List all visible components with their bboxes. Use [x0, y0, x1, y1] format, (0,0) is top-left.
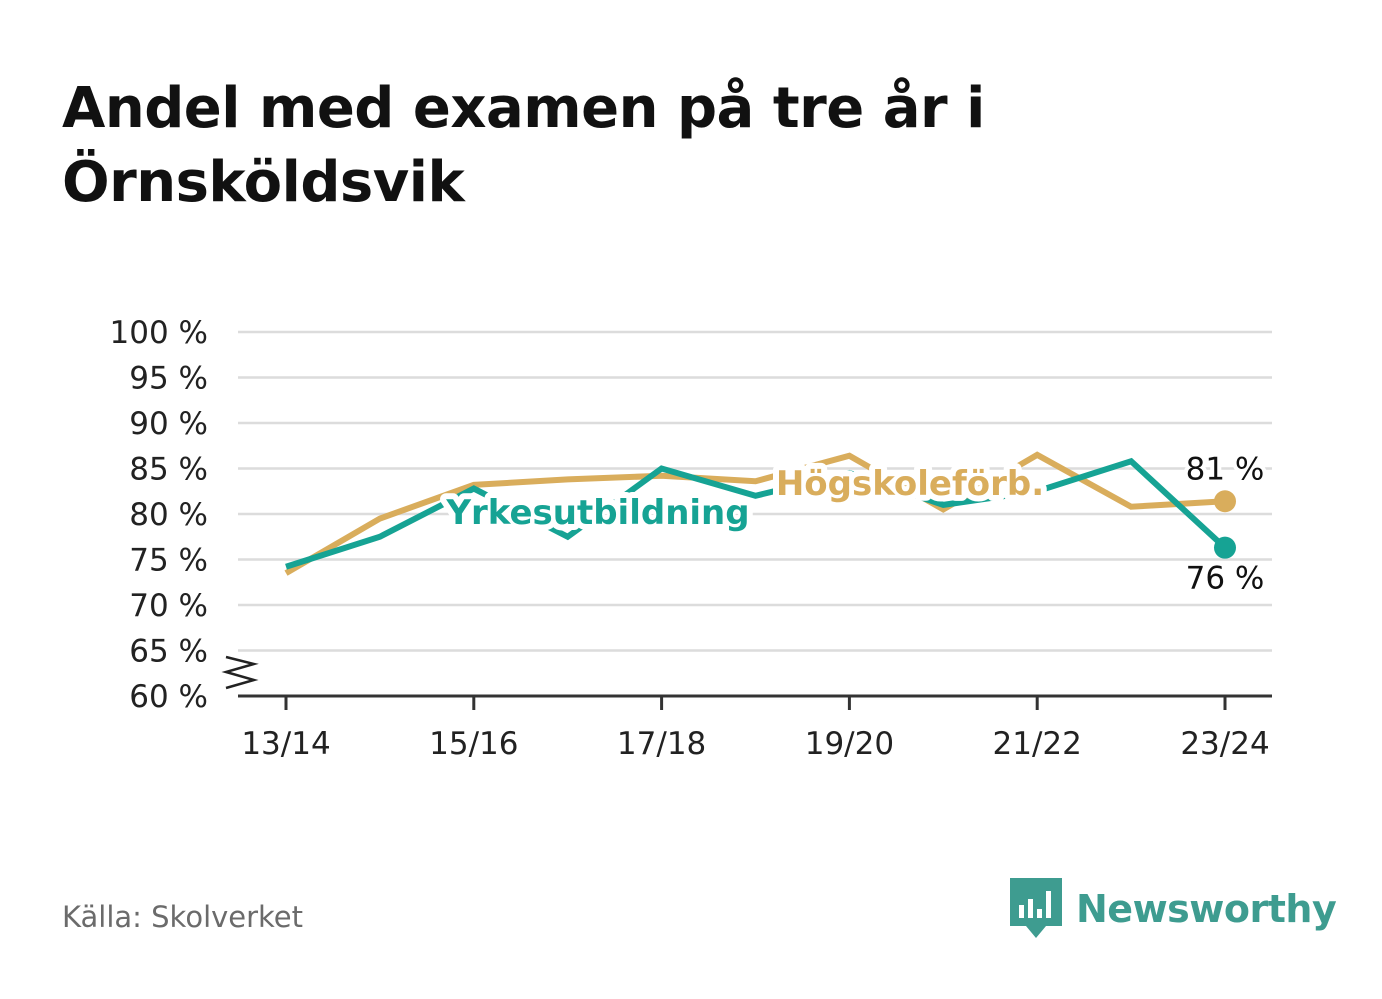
y-tick-label: 90 % — [129, 406, 208, 442]
x-tick-label: 15/16 — [429, 726, 518, 762]
axis-break-mark — [221, 655, 259, 690]
x-tick-label: 13/14 — [241, 726, 330, 762]
x-tick-label: 21/22 — [993, 726, 1082, 762]
x-axis — [221, 655, 1272, 710]
end-label-halo: 76 % — [1186, 561, 1265, 597]
x-tick-label: 17/18 — [617, 726, 706, 762]
series-end-marker — [1214, 490, 1236, 513]
y-axis-tick-labels: 60 % 65 % 70 % 75 % 80 % 85 % 90 % 95 % 100 % — [110, 315, 208, 715]
series-line — [284, 451, 1226, 576]
y-tick-label: 65 % — [129, 634, 208, 670]
series-name-label: Yrkesutbildning — [445, 493, 749, 533]
chart-title: Andel med examen på tre år i Örnsköldsvi… — [62, 76, 985, 215]
y-tick-label: 95 % — [129, 361, 208, 397]
end-value-label: 76 % — [1186, 561, 1265, 597]
series-end-marker — [1214, 536, 1236, 559]
end-value-label: 81 % — [1186, 451, 1265, 487]
y-tick-label: 80 % — [129, 497, 208, 533]
y-tick-label: 85 % — [129, 452, 208, 488]
gridlines — [238, 330, 1272, 652]
x-axis-tick-labels: 13/14 15/16 17/18 19/20 21/22 23/24 — [241, 726, 1269, 762]
series-line — [285, 457, 1228, 570]
series-name-label: Högskoleförb. — [776, 464, 1044, 504]
y-tick-label: 100 % — [110, 315, 208, 351]
x-tick-label: 23/24 — [1180, 726, 1269, 762]
end-label-halo: 81 % — [1186, 451, 1265, 487]
source-note: Källa: Skolverket — [62, 900, 304, 934]
series-label-halo: Högskoleförb. — [776, 464, 1044, 504]
brand-logo: Newsworthy — [1010, 878, 1337, 940]
brand-name: Newsworthy — [1076, 887, 1337, 931]
y-tick-label: 60 % — [129, 679, 208, 715]
bar-chart-speech-bubble-icon — [1010, 878, 1062, 938]
y-tick-label: 75 % — [129, 543, 208, 579]
x-tick-label: 19/20 — [805, 726, 894, 762]
series-label-halo: Yrkesutbildning — [445, 493, 749, 533]
series-labels: Högskoleförb.Högskoleförb.Yrkesutbildnin… — [439, 447, 1268, 600]
series-lines — [284, 451, 1228, 576]
y-tick-label: 70 % — [129, 588, 208, 624]
